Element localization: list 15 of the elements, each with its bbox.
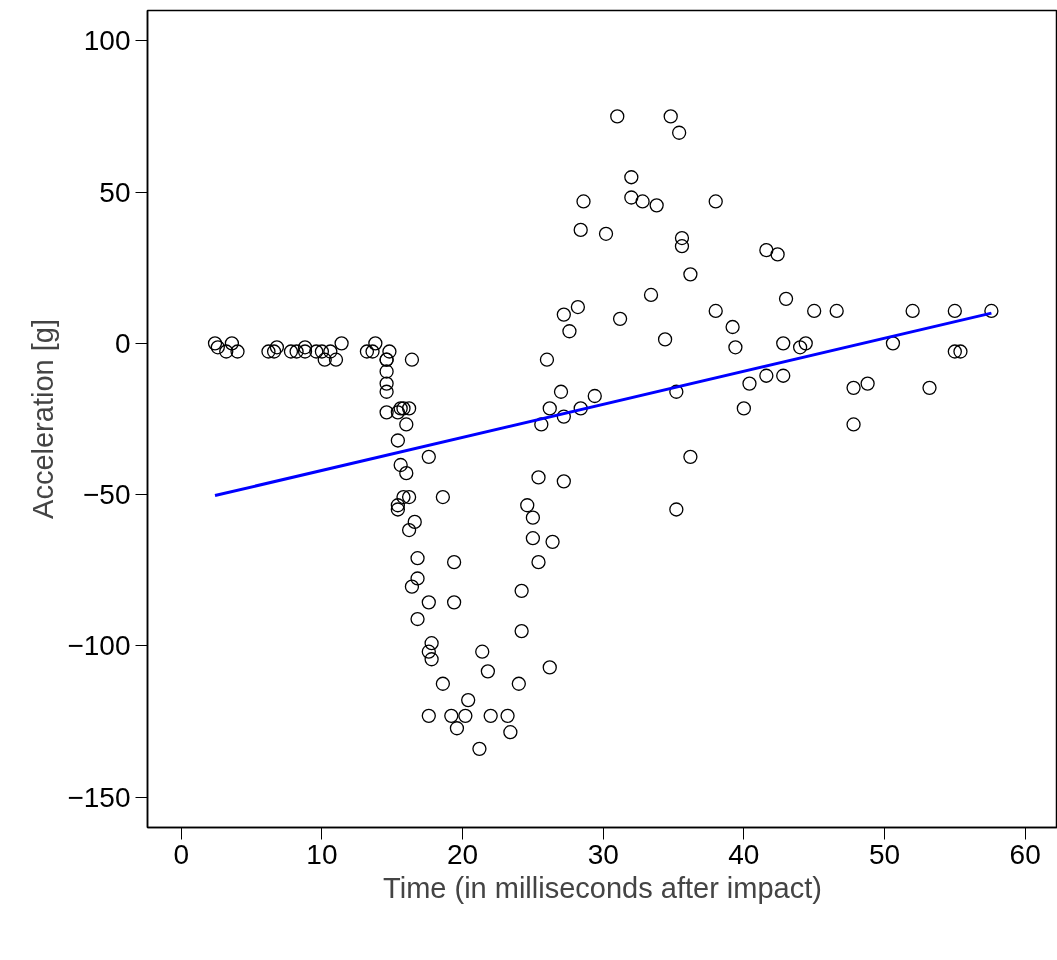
x-tick-label: 40 <box>728 838 760 870</box>
y-tick-label: 0 <box>114 327 131 359</box>
y-tick-label: 50 <box>99 176 131 208</box>
x-tick-label: 60 <box>1009 838 1041 870</box>
y-tick-label: 100 <box>83 25 131 57</box>
x-tick-label: 20 <box>446 838 479 870</box>
x-tick-label: 50 <box>868 838 901 870</box>
y-tick-label: −100 <box>67 630 131 662</box>
x-tick-label: 10 <box>306 838 338 870</box>
y-tick-label: −50 <box>83 479 131 511</box>
y-axis-title: Acceleration [g] <box>27 319 60 519</box>
x-axis-title: Time (in milliseconds after impact) <box>383 871 822 904</box>
x-tick-label: 30 <box>587 838 619 870</box>
y-tick-label: −150 <box>67 781 131 813</box>
x-tick-label: 0 <box>173 838 190 870</box>
